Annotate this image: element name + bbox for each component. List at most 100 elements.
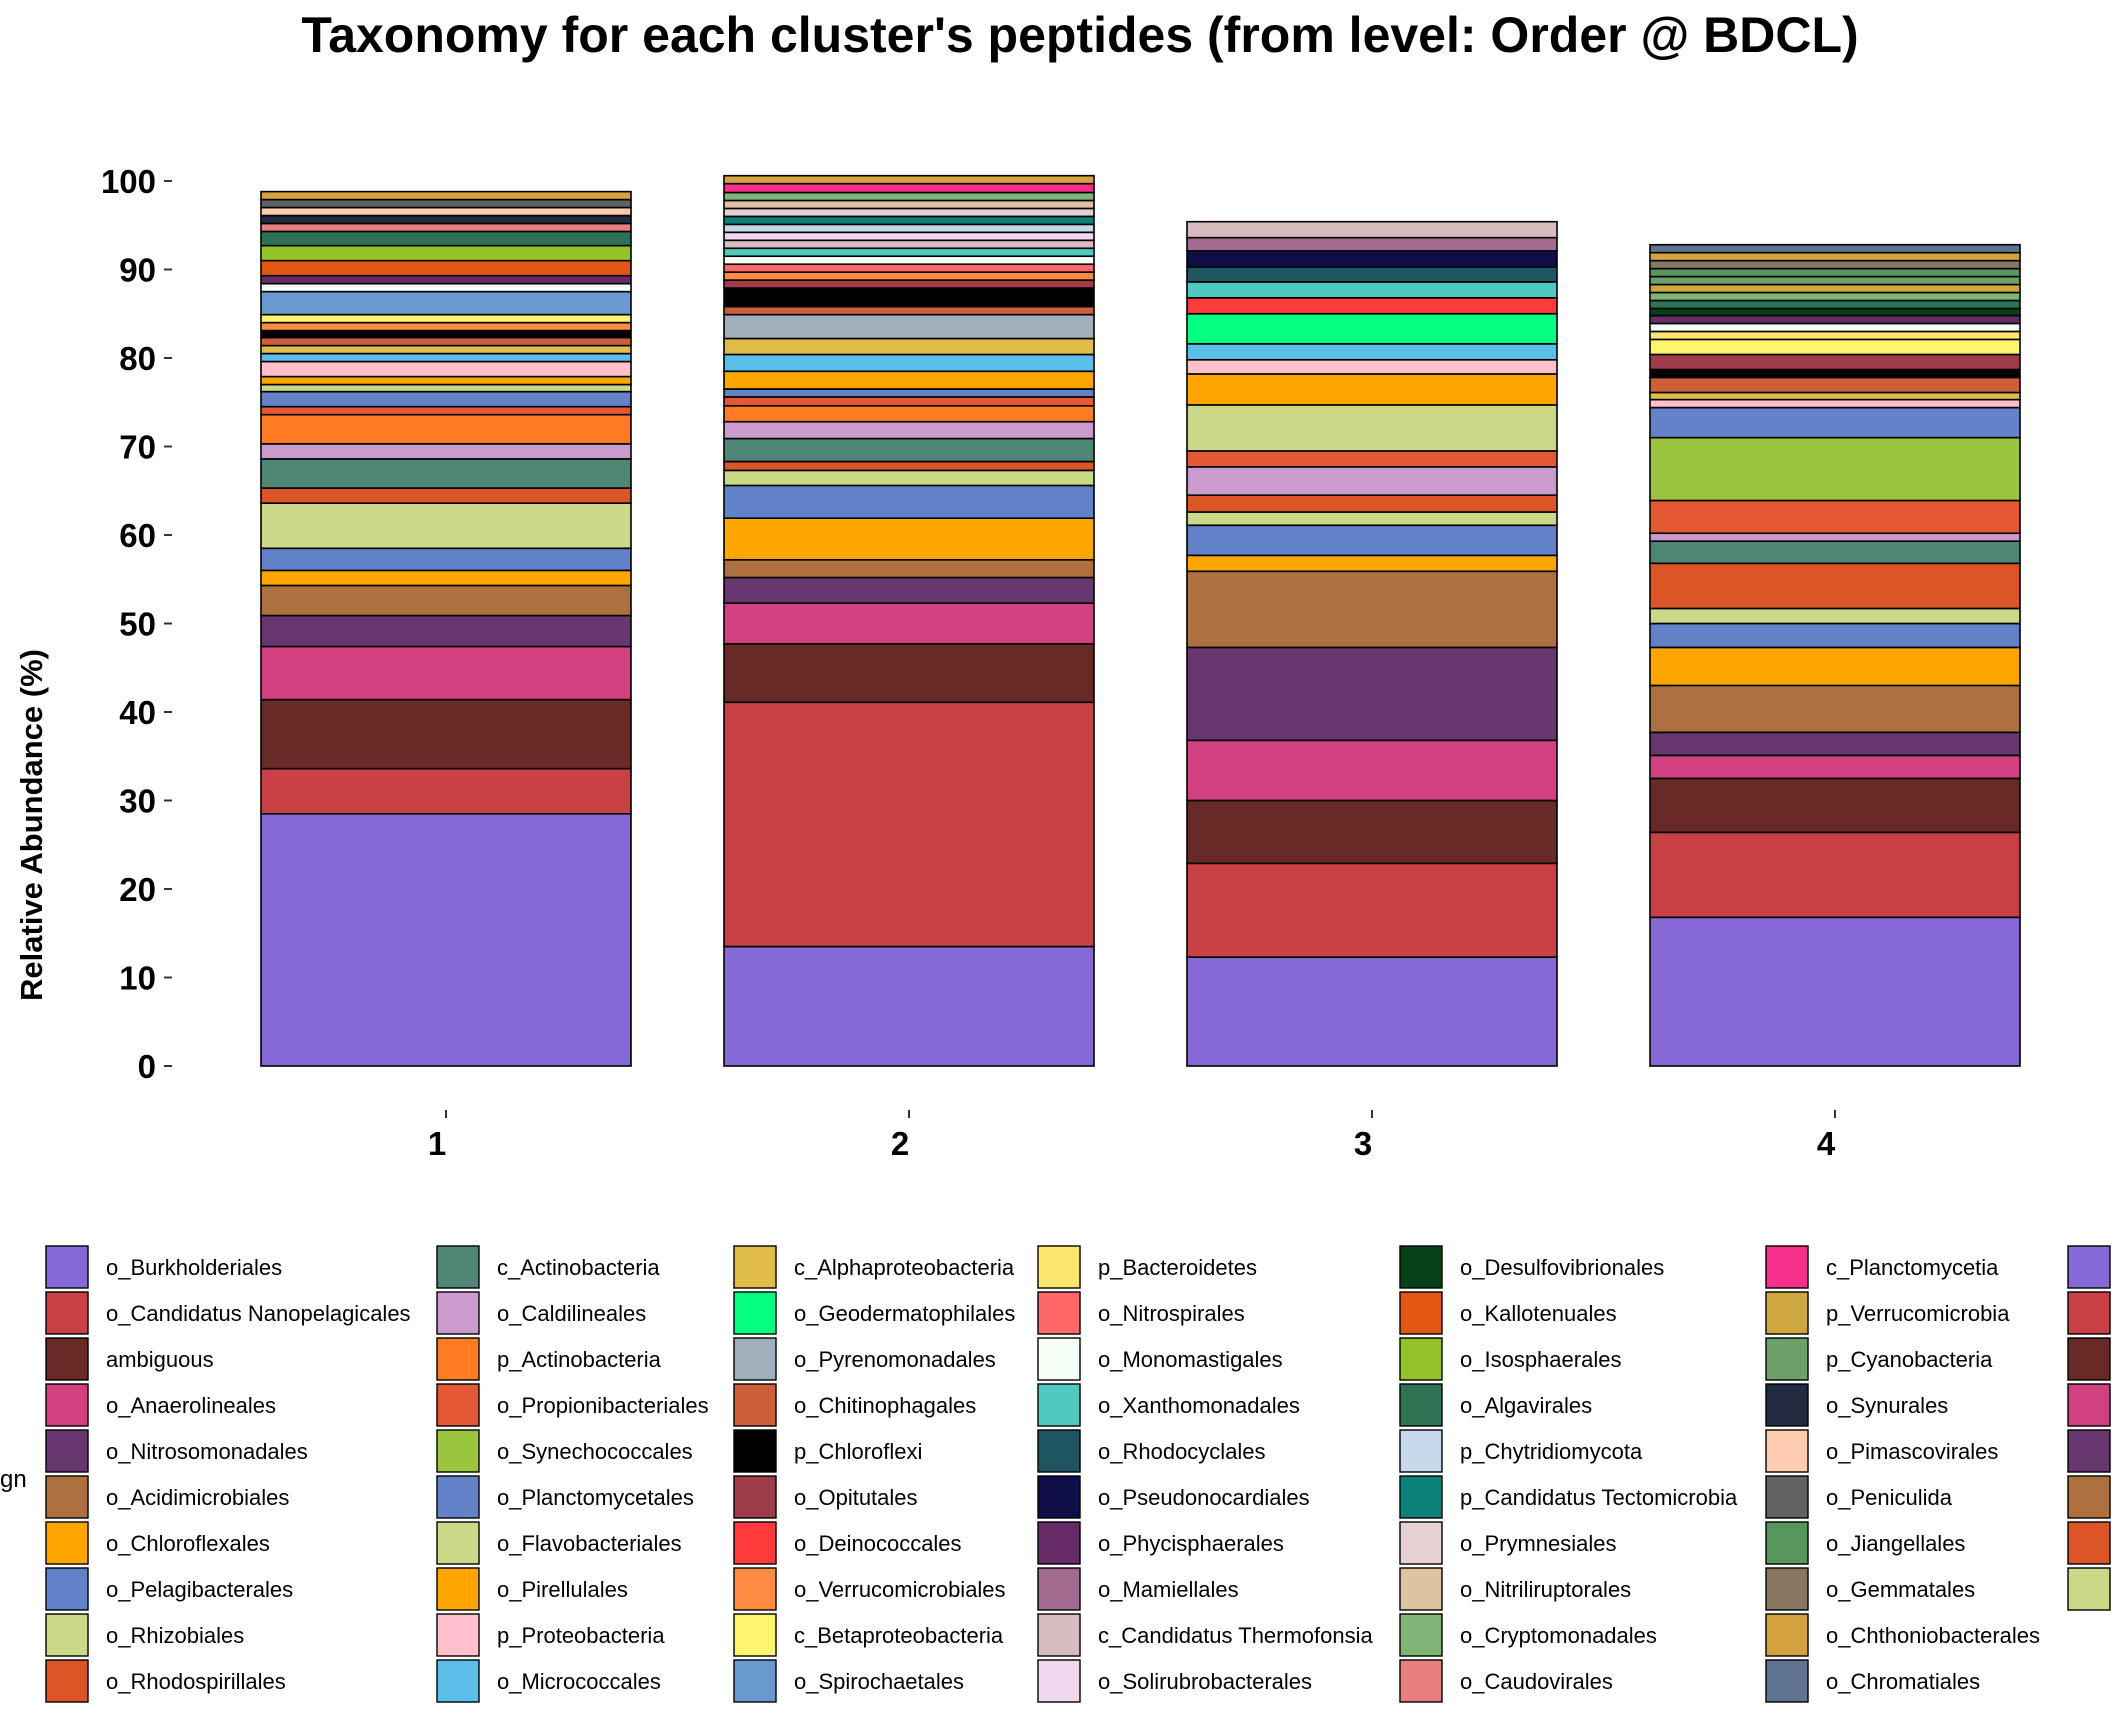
bar-segment (260, 614, 632, 648)
legend-swatch (436, 1613, 480, 1657)
legend-label: o_Acidimicrobiales (106, 1485, 289, 1510)
legend-swatch (1765, 1475, 1809, 1519)
legend-label: o_Caudovirales (1460, 1669, 1613, 1694)
bar-segment (1186, 281, 1558, 299)
bar-segment (723, 263, 1095, 273)
bar-segment (260, 502, 632, 550)
bar-segment (260, 390, 632, 408)
legend-item: o_Synurales (1765, 1383, 1948, 1427)
legend-label: c_Candidatus Thermofonsia (1098, 1623, 1374, 1648)
legend-item: o_Opitutales (733, 1475, 918, 1519)
bar-segment (723, 287, 1095, 308)
bar-segment (1649, 406, 2021, 439)
bar-segment (1186, 220, 1558, 239)
bar-segment (723, 207, 1095, 218)
legend-label: o_Micrococcales (497, 1669, 661, 1694)
bar-segment (260, 222, 632, 233)
bar-segment (1649, 330, 2021, 341)
legend-swatch (1037, 1337, 1081, 1381)
bar-segment (260, 812, 632, 1067)
legend-label: o_Chromatiales (1826, 1669, 1980, 1694)
bar-segment (1649, 607, 2021, 625)
legend-item: o_Rhodocyclales (1037, 1429, 1266, 1473)
legend-swatch (45, 1475, 89, 1519)
bar-segment (1649, 275, 2021, 286)
legend-swatch (436, 1521, 480, 1565)
bar-segment (1186, 494, 1558, 513)
bar-segment (723, 353, 1095, 373)
bar-segment (1186, 266, 1558, 283)
legend-label: o_Deinococcales (794, 1531, 962, 1556)
legend-swatch (1765, 1337, 1809, 1381)
bar-segment (1649, 731, 2021, 757)
legend-swatch (45, 1245, 89, 1289)
bar-segment (1649, 532, 2021, 542)
legend-item: p_Actinobacteria (436, 1337, 662, 1381)
bar-stacks (260, 174, 2021, 1067)
x-tick-label: 1 (428, 1125, 446, 1162)
legend-item: o_Peniculida (1765, 1475, 1953, 1519)
legend-item: c_Planctomycetia (1765, 1245, 1999, 1289)
bar-segment (1649, 831, 2021, 919)
x-tick-label: 4 (1817, 1125, 1836, 1162)
bar-segment (1649, 540, 2021, 565)
legend-item: o_Isosphaerales (1399, 1337, 1621, 1381)
legend-item: o_Caudovirales (1399, 1659, 1613, 1703)
legend-swatch (733, 1475, 777, 1519)
legend-label: o_Kallotenuales (1460, 1301, 1617, 1326)
legend-swatch (45, 1521, 89, 1565)
y-tick-label: 60 (119, 517, 156, 554)
legend-item: o_Flavobacteriales (436, 1521, 682, 1565)
bar-segment (723, 182, 1095, 194)
bar-segment (1649, 499, 2021, 535)
legend-label: c_Alphaproteobacteria (794, 1255, 1015, 1280)
legend-swatch (436, 1659, 480, 1703)
legend-label: o_Pyrenomonadales (794, 1347, 996, 1372)
legend-label: o_Geodermatophilales (794, 1301, 1015, 1326)
bar-segment (1649, 322, 2021, 333)
legend-item: p_Bacteroidetes (1037, 1245, 1257, 1289)
y-axis-label: Relative Abundance (%) (14, 649, 49, 1001)
bar-segment (1649, 777, 2021, 834)
bar-segment (1649, 338, 2021, 356)
legend-label: o_Mamiellales (1098, 1577, 1239, 1602)
legend-swatch (2067, 1567, 2111, 1611)
legend-label: o_Isosphaerales (1460, 1347, 1621, 1372)
bar-segment (1649, 353, 2021, 371)
legend-swatch (2067, 1429, 2111, 1473)
legend-item: p_Chloroflexi (733, 1429, 922, 1473)
bar-segment (260, 360, 632, 378)
bar-segment (260, 698, 632, 770)
bar-segment (1649, 307, 2021, 317)
legend-swatch (1399, 1521, 1443, 1565)
bar-segment (260, 547, 632, 572)
bar-segment (723, 945, 1095, 1067)
legend-label: o_Synechococcales (497, 1439, 693, 1464)
bar-segment (1649, 251, 2021, 262)
x-tick-label: 3 (1354, 1125, 1372, 1162)
bar-segment (1649, 436, 2021, 502)
bar-segment (723, 388, 1095, 398)
legend-item: o_Rhizobiales (45, 1613, 244, 1657)
legend-label: o_Gemmatales (1826, 1577, 1975, 1602)
legend-swatch (1037, 1429, 1081, 1473)
legend-swatch (1399, 1613, 1443, 1657)
bar-segment (1186, 524, 1558, 557)
bar-segment (1649, 259, 2021, 270)
legend-item: o_Pyrenomonadales (733, 1337, 996, 1381)
legend-label: o_Verrucomicrobiales (794, 1577, 1006, 1602)
legend-label: p_Chytridiomycota (1460, 1439, 1643, 1464)
legend-label: o_Candidatus Nanopelagicales (106, 1301, 411, 1326)
legend-item: o_Solirubrobacterales (1037, 1659, 1312, 1703)
bar-segment (260, 767, 632, 815)
legend-label: o_Propionibacteriales (497, 1393, 709, 1418)
legend-swatch (1399, 1475, 1443, 1519)
legend-swatch (1765, 1659, 1809, 1703)
legend-label: p_Cyanobacteria (1826, 1347, 1993, 1372)
legend-swatch (733, 1659, 777, 1703)
legend-swatch (45, 1383, 89, 1427)
legend-swatch (1765, 1383, 1809, 1427)
legend-swatch (733, 1383, 777, 1427)
bar-segment (1649, 243, 2021, 254)
y-tick-label: 80 (119, 340, 156, 377)
